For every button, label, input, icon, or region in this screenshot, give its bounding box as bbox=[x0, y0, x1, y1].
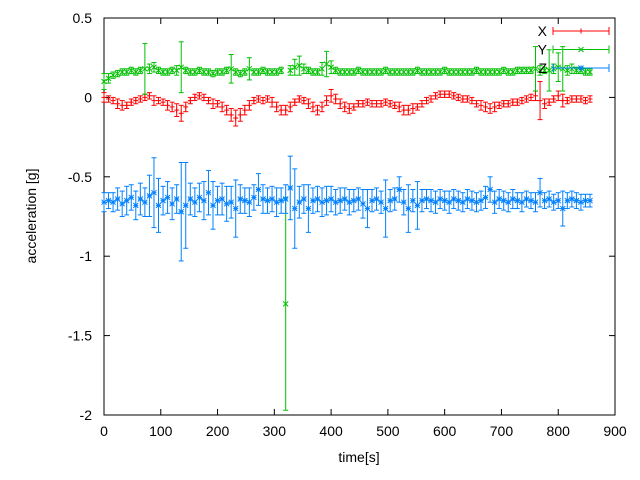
legend-entry-x: X bbox=[538, 23, 610, 39]
x-tick-label: 500 bbox=[376, 423, 400, 439]
x-tick-label: 600 bbox=[433, 423, 457, 439]
y-tick-label: -1.5 bbox=[68, 328, 92, 344]
series-z bbox=[101, 155, 593, 262]
legend-entry-z: Z bbox=[538, 60, 610, 76]
series-y bbox=[101, 41, 593, 411]
legend-sample bbox=[552, 64, 610, 72]
legend-label: Z bbox=[538, 60, 547, 76]
x-tick-label: 0 bbox=[100, 423, 108, 439]
y-tick-label: 0 bbox=[84, 89, 92, 105]
x-axis-title: time[s] bbox=[338, 449, 379, 465]
legend-label: Y bbox=[538, 42, 548, 58]
legend: XYZ bbox=[538, 23, 610, 76]
x-tick-label: 900 bbox=[603, 423, 627, 439]
plot-border bbox=[103, 17, 616, 416]
legend-entry-y: Y bbox=[538, 42, 610, 58]
x-tick-label: 800 bbox=[547, 423, 571, 439]
x-axis-ticks bbox=[103, 18, 616, 415]
y-tick-label: -1 bbox=[80, 248, 93, 264]
series-x bbox=[101, 81, 593, 127]
x-tick-label: 400 bbox=[319, 423, 343, 439]
x-tick-label: 300 bbox=[263, 423, 287, 439]
y-tick-label: 0.5 bbox=[73, 10, 93, 26]
x-tick-label: 100 bbox=[149, 423, 173, 439]
legend-sample bbox=[552, 27, 610, 35]
y-axis-ticks bbox=[104, 17, 615, 416]
x-tick-label: 700 bbox=[490, 423, 514, 439]
legend-label: X bbox=[538, 23, 548, 39]
y-axis-title: acceleration [g] bbox=[23, 169, 39, 264]
legend-sample bbox=[552, 45, 610, 54]
y-tick-label: -2 bbox=[80, 407, 93, 423]
x-tick-label: 200 bbox=[206, 423, 230, 439]
y-tick-label: -0.5 bbox=[68, 169, 92, 185]
